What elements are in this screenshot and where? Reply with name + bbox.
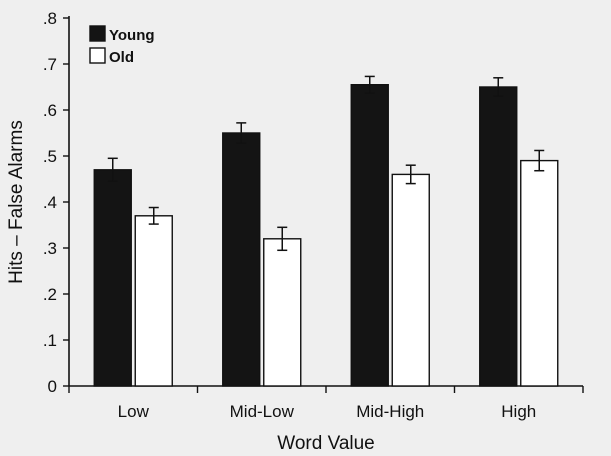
error-bar (277, 226, 288, 252)
error-bar (107, 157, 118, 183)
y-axis: 0 .1 .2 .3 .4 .5 .6 .7 .8 (43, 9, 70, 396)
x-axis-title: Word Value (277, 433, 375, 454)
error-bar (364, 75, 375, 94)
bar-young-low (93, 169, 132, 387)
bar-old-mid-high (391, 173, 430, 387)
x-tick-label: Mid-High (356, 402, 424, 421)
legend-swatch-old (89, 47, 106, 64)
y-axis-title: Hits – False Alarms (6, 120, 27, 284)
bar-old-high (520, 159, 559, 387)
x-tick-label: High (501, 402, 536, 421)
legend-label-young: Young (109, 27, 155, 44)
y-tick-label: .6 (43, 101, 57, 120)
y-tick-label: .4 (43, 193, 57, 212)
error-bar (405, 164, 416, 185)
error-bar (534, 149, 545, 172)
bars (93, 75, 559, 387)
bar-old-low (134, 215, 173, 387)
x-tick-label: Mid-Low (230, 402, 295, 421)
y-tick-label: .8 (43, 9, 57, 28)
legend-label-old: Old (109, 49, 134, 66)
y-tick-label: 0 (48, 377, 57, 396)
error-bar (236, 122, 247, 144)
y-tick-label: .2 (43, 285, 57, 304)
bar-old-mid-low (263, 238, 302, 387)
y-tick-label: .1 (43, 331, 57, 350)
error-bar (493, 77, 504, 97)
bar-young-mid-low (222, 132, 261, 387)
error-bar (148, 206, 159, 225)
y-tick-label: .7 (43, 55, 57, 74)
x-axis: Low Mid-Low Mid-High High (68, 385, 584, 421)
y-tick-label: .3 (43, 239, 57, 258)
bar-young-high (479, 86, 518, 387)
bar-young-mid-high (350, 83, 389, 387)
legend-swatch-young (89, 25, 106, 42)
legend: Young Old (89, 25, 155, 66)
y-tick-label: .5 (43, 147, 57, 166)
x-tick-label: Low (118, 402, 150, 421)
